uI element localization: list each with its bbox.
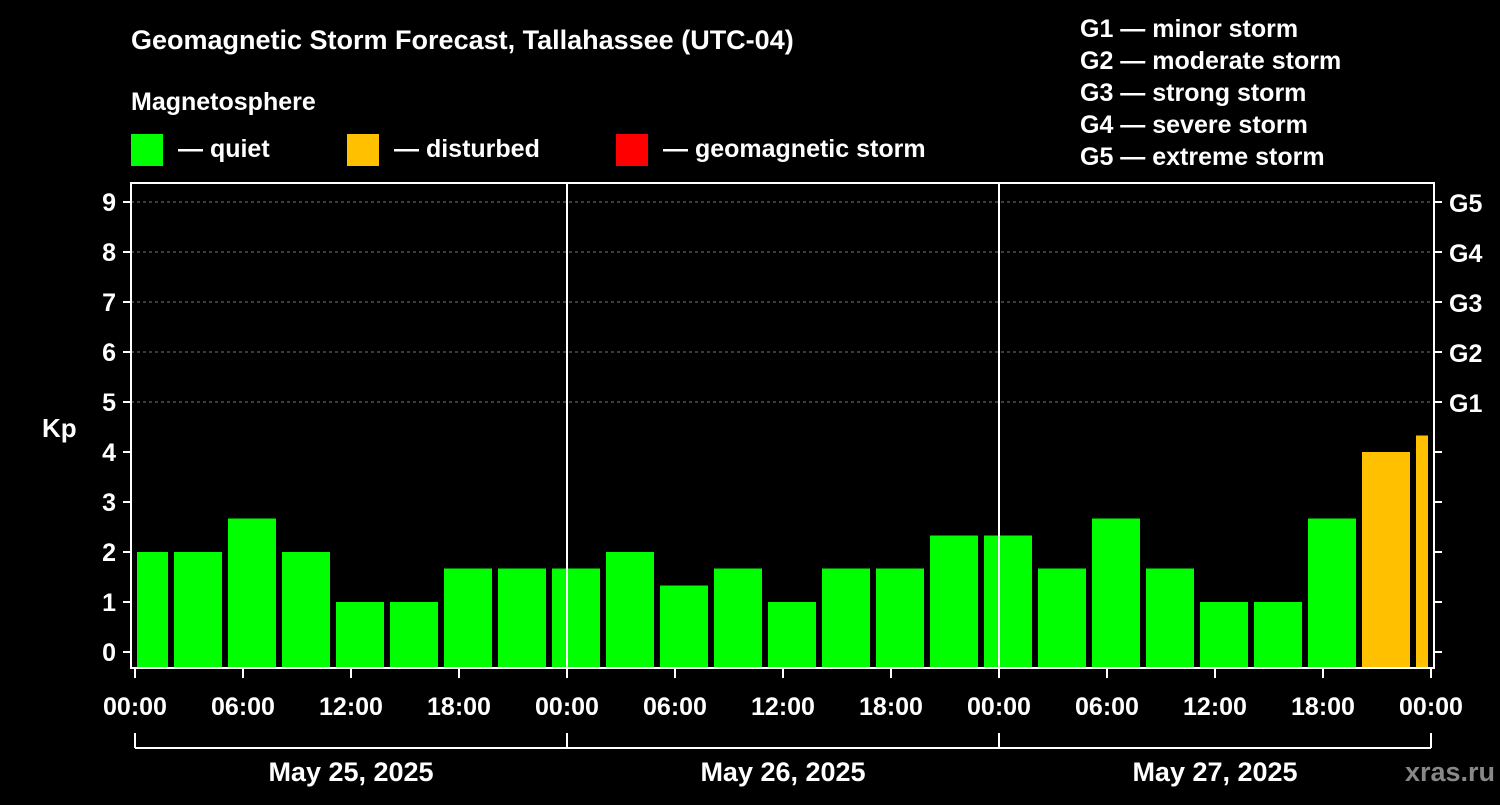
g-scale-item: G1 — minor storm bbox=[1080, 15, 1298, 43]
kp-bar bbox=[228, 518, 276, 668]
y-tick-label: 9 bbox=[102, 189, 116, 217]
kp-bar bbox=[822, 568, 870, 668]
date-label: May 25, 2025 bbox=[268, 757, 433, 787]
g-scale-item: G5 — extreme storm bbox=[1080, 143, 1325, 171]
kp-bar bbox=[1254, 602, 1302, 668]
x-tick-label: 12:00 bbox=[1183, 693, 1247, 721]
kp-bar bbox=[1416, 435, 1428, 668]
legend-label: — geomagnetic storm bbox=[663, 135, 926, 163]
x-tick-label: 06:00 bbox=[211, 693, 275, 721]
kp-bar bbox=[444, 568, 492, 668]
kp-bar bbox=[984, 535, 1032, 668]
x-tick-label: 12:00 bbox=[319, 693, 383, 721]
y-tick-label: 6 bbox=[102, 339, 116, 367]
g-tick-label: G3 bbox=[1449, 290, 1482, 318]
g-tick-label: G2 bbox=[1449, 340, 1482, 368]
y-axis-label: Kp bbox=[42, 413, 77, 443]
y-tick-label: 0 bbox=[102, 639, 116, 667]
x-tick-label: 12:00 bbox=[751, 693, 815, 721]
kp-bar bbox=[876, 568, 924, 668]
kp-bar bbox=[606, 552, 654, 668]
x-tick-label: 06:00 bbox=[643, 693, 707, 721]
x-tick-label: 00:00 bbox=[103, 693, 167, 721]
kp-bar bbox=[552, 568, 600, 668]
legend-label: — quiet bbox=[178, 135, 270, 163]
kp-bar bbox=[714, 568, 762, 668]
y-tick-label: 3 bbox=[102, 489, 116, 517]
kp-bar bbox=[282, 552, 330, 668]
x-tick-label: 18:00 bbox=[1291, 693, 1355, 721]
g-scale-item: G2 — moderate storm bbox=[1080, 47, 1341, 75]
kp-bar bbox=[1038, 568, 1086, 668]
kp-bar bbox=[1092, 518, 1140, 668]
watermark: xras.ru bbox=[1405, 757, 1495, 787]
kp-bar bbox=[768, 602, 816, 668]
y-tick-label: 8 bbox=[102, 239, 116, 267]
kp-bar bbox=[336, 602, 384, 668]
kp-bar bbox=[1200, 602, 1248, 668]
chart-title: Geomagnetic Storm Forecast, Tallahassee … bbox=[131, 25, 794, 55]
x-tick-label: 00:00 bbox=[535, 693, 599, 721]
x-tick-label: 06:00 bbox=[1075, 693, 1139, 721]
x-tick-label: 00:00 bbox=[1399, 693, 1463, 721]
x-tick-label: 18:00 bbox=[859, 693, 923, 721]
date-label: May 27, 2025 bbox=[1132, 757, 1297, 787]
y-tick-label: 4 bbox=[102, 439, 116, 467]
legend-swatch bbox=[616, 134, 648, 166]
g-tick-label: G5 bbox=[1449, 190, 1482, 218]
kp-bar bbox=[930, 535, 978, 668]
kp-bar bbox=[1308, 518, 1356, 668]
y-tick-label: 2 bbox=[102, 539, 116, 567]
kp-bar bbox=[137, 552, 168, 668]
legend-swatch bbox=[131, 134, 163, 166]
kp-bar bbox=[498, 568, 546, 668]
g-tick-label: G1 bbox=[1449, 390, 1482, 418]
x-tick-label: 00:00 bbox=[967, 693, 1031, 721]
kp-bar bbox=[1362, 452, 1410, 668]
kp-bar bbox=[390, 602, 438, 668]
g-tick-label: G4 bbox=[1449, 240, 1482, 268]
legend-swatch bbox=[347, 134, 379, 166]
y-tick-label: 7 bbox=[102, 289, 116, 317]
kp-bar bbox=[660, 585, 708, 668]
kp-bar bbox=[174, 552, 222, 668]
y-tick-label: 5 bbox=[102, 389, 116, 417]
x-tick-label: 18:00 bbox=[427, 693, 491, 721]
date-label: May 26, 2025 bbox=[700, 757, 865, 787]
g-scale-item: G4 — severe storm bbox=[1080, 111, 1308, 139]
legend-title: Magnetosphere bbox=[131, 88, 316, 116]
kp-bar bbox=[1146, 568, 1194, 668]
y-tick-label: 1 bbox=[102, 589, 116, 617]
g-scale-item: G3 — strong storm bbox=[1080, 79, 1306, 107]
legend-label: — disturbed bbox=[394, 135, 540, 163]
